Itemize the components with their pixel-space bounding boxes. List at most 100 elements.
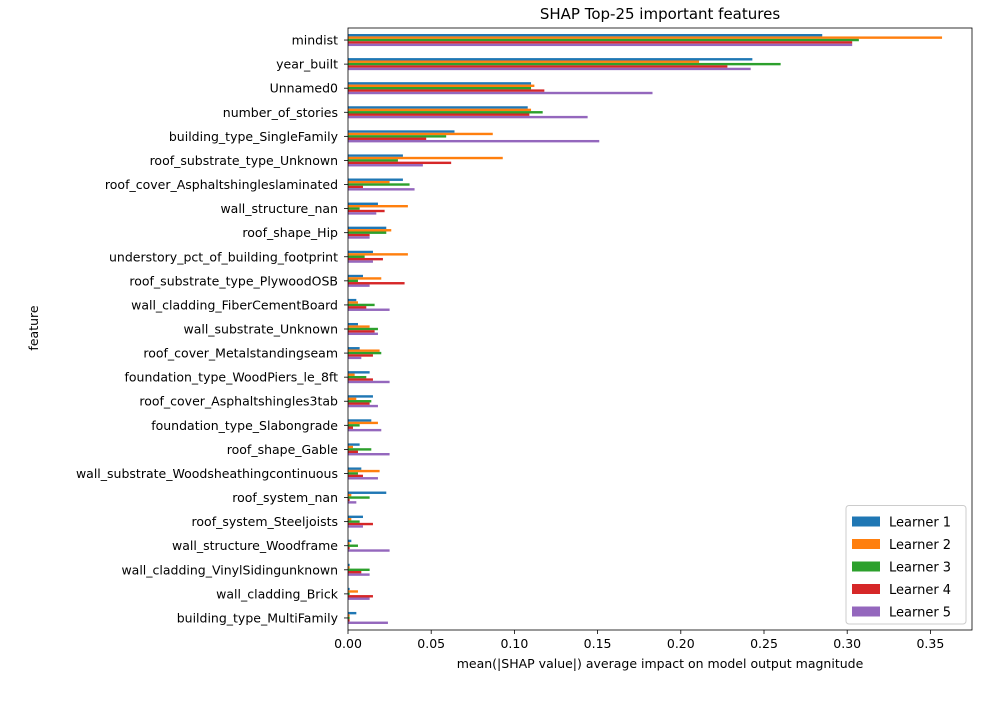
y-tick-label: roof_cover_Asphaltshingleslaminated (105, 177, 338, 192)
chart-title: SHAP Top-25 important features (540, 5, 780, 23)
bar-2-roof_shape_Gable (348, 445, 353, 449)
bar-2-wall_cladding_FiberCementBoard (348, 301, 358, 304)
bar-4-roof_shape_Hip (348, 233, 370, 237)
bar-2-roof_system_Steeljoists (348, 518, 352, 521)
plot-frame (347, 27, 973, 631)
legend-label: Learner 4 (889, 583, 951, 598)
legend-swatch (852, 539, 880, 549)
x-axis-label: mean(|SHAP value|) average impact on mod… (457, 656, 864, 671)
bar-1-foundation_type_WoodPiers_le_8ft (348, 371, 370, 374)
y-tick-label: building_type_SingleFamily (169, 129, 339, 144)
bar-2-understory_pct_of_building_footprint (348, 253, 408, 256)
x-tick-label: 0.20 (667, 636, 695, 651)
bar-3-roof_shape_Gable (348, 448, 372, 451)
x-tick-label: 0.30 (833, 636, 861, 651)
bar-1-roof_cover_Asphaltshingleslaminated (348, 178, 403, 181)
y-tick-label: foundation_type_Slabongrade (151, 418, 338, 433)
bar-2-wall_substrate_Unknown (348, 325, 370, 328)
y-tick-label: roof_cover_Metalstandingseam (143, 346, 338, 361)
bar-1-understory_pct_of_building_footprint (348, 250, 373, 254)
y-tick-label: foundation_type_WoodPiers_le_8ft (125, 370, 339, 385)
bar-4-wall_cladding_FiberCementBoard (348, 306, 367, 309)
y-tick-label: Unnamed0 (270, 81, 338, 96)
bar-5-year_built (348, 67, 751, 71)
bar-3-roof_cover_Metalstandingseam (348, 351, 382, 355)
x-tick-label: 0.00 (334, 636, 362, 651)
bar-3-wall_cladding_FiberCementBoard (348, 303, 375, 307)
bar-1-wall_substrate_Unknown (348, 322, 358, 326)
bar-3-roof_system_nan (348, 496, 370, 499)
bar-5-wall_cladding_FiberCementBoard (348, 308, 390, 311)
bar-2-wall_structure_Woodframe (348, 542, 350, 545)
bar-2-roof_substrate_type_PlywoodOSB (348, 277, 382, 280)
x-tick-label: 0.15 (584, 636, 612, 651)
bar-5-wall_substrate_Woodsheathingcontinuous (348, 477, 378, 480)
bar-3-number_of_stories (348, 111, 543, 114)
bar-5-roof_substrate_type_Unknown (348, 164, 423, 167)
bar-2-foundation_type_WoodPiers_le_8ft (348, 373, 355, 376)
bar-1-number_of_stories (348, 106, 528, 109)
bar-5-roof_system_nan (348, 501, 357, 504)
bar-3-mindist (348, 38, 859, 42)
bar-1-roof_shape_Hip (348, 226, 387, 230)
bar-3-building_type_MultiFamily (348, 616, 350, 620)
bar-3-roof_system_Steeljoists (348, 520, 360, 523)
bar-5-foundation_type_WoodPiers_le_8ft (348, 380, 390, 384)
bar-4-roof_system_nan (348, 498, 350, 502)
bar-1-building_type_SingleFamily (348, 130, 455, 133)
bar-3-wall_cladding_Brick (348, 592, 350, 596)
bar-5-roof_shape_Gable (348, 453, 390, 456)
y-axis-label: feature (26, 305, 41, 350)
bar-2-building_type_SingleFamily (348, 132, 493, 136)
bar-4-roof_cover_Asphaltshingles3tab (348, 402, 370, 405)
bar-4-wall_substrate_Woodsheathingcontinuous (348, 474, 363, 478)
y-tick-label: roof_cover_Asphaltshingles3tab (139, 394, 338, 409)
x-tick-label: 0.35 (916, 636, 944, 651)
bar-5-building_type_MultiFamily (348, 621, 388, 624)
y-tick-label: mindist (292, 33, 338, 48)
bar-5-number_of_stories (348, 115, 588, 119)
legend-label: Learner 2 (889, 538, 951, 553)
bar-3-foundation_type_Slabongrade (348, 424, 360, 427)
bar-3-wall_structure_nan (348, 207, 360, 210)
legend-swatch (852, 561, 880, 572)
bar-4-roof_substrate_type_Unknown (348, 161, 452, 165)
bar-2-roof_substrate_type_Unknown (348, 156, 503, 160)
bar-1-roof_system_nan (348, 491, 387, 494)
bar-4-understory_pct_of_building_footprint (348, 257, 383, 261)
y-tick-label: roof_shape_Gable (227, 442, 339, 457)
bar-4-year_built (348, 65, 728, 68)
legend-label: Learner 1 (889, 516, 951, 531)
bar-1-wall_substrate_Woodsheathingcontinuous (348, 467, 362, 470)
bar-5-mindist (348, 43, 853, 47)
bar-4-roof_substrate_type_PlywoodOSB (348, 282, 405, 285)
y-tick-label: roof_substrate_type_Unknown (150, 153, 338, 168)
bar-4-roof_cover_Asphaltshingleslaminated (348, 185, 363, 189)
bar-5-wall_cladding_VinylSidingunknown (348, 573, 370, 576)
bar-4-foundation_type_Slabongrade (348, 426, 353, 429)
bar-3-wall_structure_Woodframe (348, 544, 358, 547)
bar-5-roof_system_Steeljoists (348, 525, 363, 528)
bar-4-wall_structure_Woodframe (348, 546, 350, 550)
bar-4-roof_shape_Gable (348, 450, 358, 454)
bar-5-wall_structure_Woodframe (348, 549, 390, 552)
bar-5-wall_cladding_Brick (348, 597, 370, 600)
bar-3-understory_pct_of_building_footprint (348, 255, 365, 258)
bar-3-roof_cover_Asphaltshingleslaminated (348, 183, 410, 186)
bar-2-roof_cover_Metalstandingseam (348, 349, 380, 352)
bar-2-roof_system_nan (348, 493, 352, 497)
bar-2-year_built (348, 60, 700, 63)
legend-swatch (852, 516, 880, 527)
bar-4-wall_structure_nan (348, 209, 385, 213)
x-tick-label: 0.05 (417, 636, 445, 651)
bar-2-foundation_type_Slabongrade (348, 421, 378, 425)
bar-2-wall_cladding_VinylSidingunknown (348, 566, 350, 569)
y-tick-label: building_type_MultiFamily (177, 610, 339, 625)
bar-4-wall_cladding_Brick (348, 595, 373, 598)
bar-2-roof_cover_Asphaltshingles3tab (348, 397, 357, 401)
bar-1-roof_cover_Asphaltshingles3tab (348, 395, 373, 398)
bar-1-roof_system_Steeljoists (348, 515, 363, 519)
bar-5-roof_cover_Asphaltshingleslaminated (348, 188, 415, 191)
legend-swatch (852, 584, 880, 594)
bar-3-wall_substrate_Woodsheathingcontinuous (348, 472, 358, 475)
